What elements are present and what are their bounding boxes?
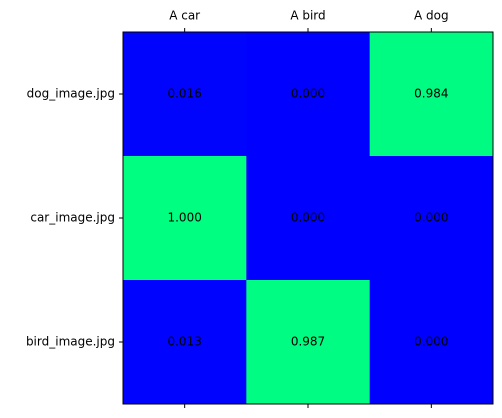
- x-tick-label: A dog: [414, 9, 449, 23]
- y-tick-label: dog_image.jpg: [27, 87, 115, 101]
- cell-label: 0.987: [291, 335, 325, 349]
- cell: [123, 156, 247, 281]
- cell: [246, 280, 371, 405]
- cell-label: 1.000: [167, 211, 201, 225]
- cell: [369, 280, 494, 405]
- cell-label: 0.000: [414, 335, 448, 349]
- x-tick-label: A bird: [290, 9, 325, 23]
- cell-label: 0.000: [414, 211, 448, 225]
- cell-label: 0.016: [167, 87, 201, 101]
- cell: [369, 32, 494, 157]
- cell-label: 0.000: [291, 87, 325, 101]
- cell: [123, 32, 247, 157]
- y-tick-label: bird_image.jpg: [26, 335, 115, 349]
- cell: [246, 32, 371, 157]
- cell-label: 0.000: [291, 211, 325, 225]
- cell: [123, 280, 247, 405]
- cell-label: 0.984: [414, 87, 448, 101]
- cell: [369, 156, 494, 281]
- y-tick-label: car_image.jpg: [30, 211, 115, 225]
- cell-label: 0.013: [167, 335, 201, 349]
- cell: [246, 156, 371, 281]
- x-tick-label: A car: [169, 9, 200, 23]
